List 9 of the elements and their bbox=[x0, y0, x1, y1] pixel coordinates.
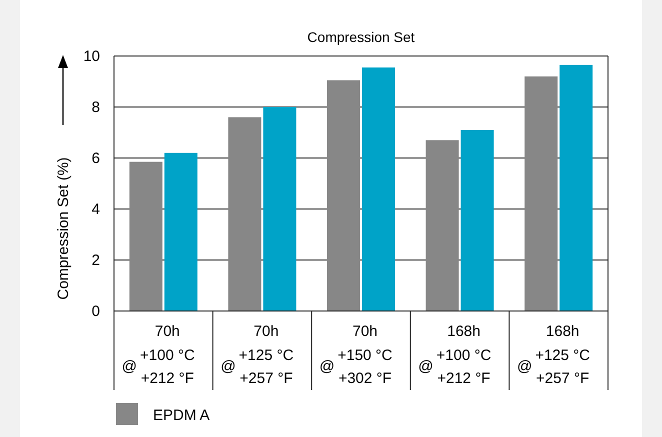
y-tick-label: 0 bbox=[92, 302, 100, 320]
y-tick-label: 4 bbox=[92, 200, 100, 218]
y-tick-label: 6 bbox=[92, 150, 100, 167]
y-axis-title: Compression Set (%) bbox=[55, 157, 72, 300]
chart-title: Compression Set bbox=[307, 29, 415, 45]
y-tick-label: 10 bbox=[83, 48, 100, 65]
legend-label: EPDM A bbox=[153, 407, 210, 424]
y-tick-label: 8 bbox=[92, 98, 100, 116]
y-tick-label: 2 bbox=[92, 252, 100, 269]
